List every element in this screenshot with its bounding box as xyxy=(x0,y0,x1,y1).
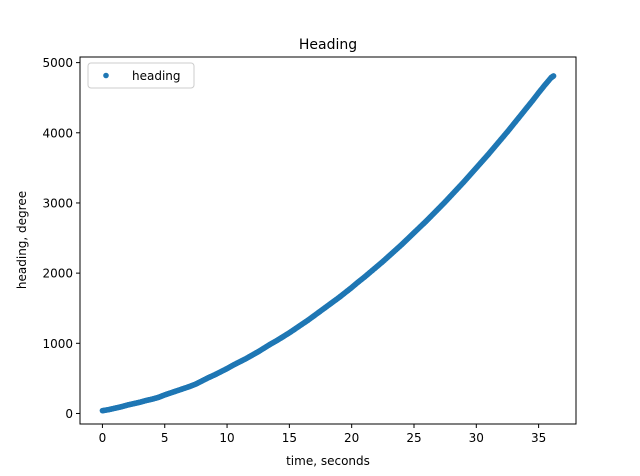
x-tick-label: 5 xyxy=(161,431,169,445)
y-tick-label: 4000 xyxy=(42,126,73,140)
y-axis-label: heading, degree xyxy=(15,191,29,289)
y-tick-label: 5000 xyxy=(42,56,73,70)
legend-marker xyxy=(103,72,109,79)
x-tick-label: 20 xyxy=(344,431,359,445)
chart-title: Heading xyxy=(299,37,357,53)
legend-box xyxy=(87,62,195,89)
legend: heading xyxy=(87,62,195,89)
axes-frame xyxy=(79,56,577,425)
x-axis-label: time, seconds xyxy=(286,454,370,468)
x-tick-label: 15 xyxy=(282,431,297,445)
plot-area: 0 5 10 15 20 25 30 35 0 1000 2000 3000 4000 5000 xyxy=(42,56,577,445)
y-axis-ticks: 0 1000 2000 3000 4000 5000 xyxy=(42,56,80,421)
x-tick-label: 0 xyxy=(99,431,107,445)
y-tick-label: 1000 xyxy=(42,337,73,351)
y-tick-label: 3000 xyxy=(42,196,73,210)
x-tick-label: 25 xyxy=(406,431,421,445)
series-layer xyxy=(99,73,557,414)
y-tick-label: 2000 xyxy=(42,267,73,281)
x-tick-label: 30 xyxy=(469,431,484,445)
x-tick-label: 10 xyxy=(219,431,234,445)
data-point xyxy=(550,73,557,79)
y-tick-label: 0 xyxy=(65,407,73,421)
x-axis-ticks: 0 5 10 15 20 25 30 35 xyxy=(99,424,546,445)
x-tick-label: 35 xyxy=(531,431,546,445)
legend-label: heading xyxy=(132,69,181,83)
